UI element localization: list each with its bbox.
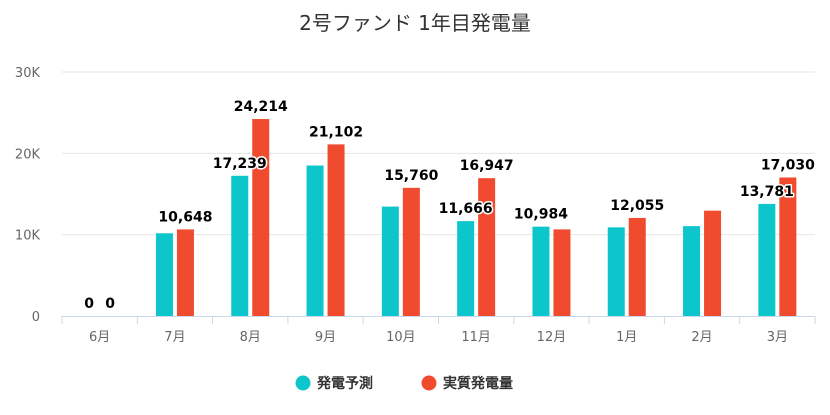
data-label: 0 [105, 296, 115, 312]
data-label: 13,781 [740, 184, 794, 200]
bar [532, 226, 550, 316]
x-tick-label: 9月 [315, 330, 336, 345]
x-tick-label: 11月 [461, 330, 491, 345]
x-tick-label: 10月 [386, 330, 416, 345]
bar [155, 233, 173, 316]
legend-marker [421, 375, 437, 391]
bar [327, 144, 345, 316]
data-labels: 0 0 10,648 17,239 24,214 21,102 15,760 11,666 16… [83, 98, 817, 314]
bar [457, 221, 475, 316]
data-label: 17,030 [761, 157, 815, 173]
data-label: 16,947 [460, 158, 514, 174]
y-tick-label: 30K [15, 66, 41, 81]
data-label: 21,102 [309, 124, 363, 140]
x-tick-label: 8月 [240, 330, 261, 345]
x-tick-label: 1月 [616, 330, 637, 345]
data-label: 12,055 [610, 198, 664, 214]
bar [381, 206, 399, 316]
legend-label: 実質発電量 [443, 375, 513, 392]
legend-marker [295, 375, 311, 391]
data-label: 11,666 [439, 201, 493, 217]
y-tick-label: 10K [15, 229, 41, 244]
data-label: 0 [84, 296, 94, 312]
bar [553, 229, 571, 316]
bar [628, 217, 646, 316]
bars [155, 119, 797, 316]
bar [704, 210, 722, 316]
legend-item[interactable]: 発電予測 [295, 375, 374, 392]
bar [306, 165, 324, 316]
y-tick-label: 0 [32, 310, 40, 325]
x-tick-label: 12月 [537, 330, 567, 345]
data-label: 15,760 [384, 168, 438, 184]
y-axis: 0 10K 20K 30K [15, 66, 41, 325]
bar [231, 175, 249, 316]
x-tick-label: 6月 [89, 330, 110, 345]
bar [758, 203, 776, 316]
y-tick-label: 20K [15, 147, 41, 162]
data-label: 24,214 [234, 99, 288, 115]
data-label: 17,239 [213, 156, 267, 172]
bar [176, 229, 194, 316]
x-tick-label: 3月 [767, 330, 788, 345]
legend[interactable]: 発電予測 実質発電量 [295, 375, 514, 392]
bar [683, 226, 701, 316]
legend-item[interactable]: 実質発電量 [421, 375, 514, 392]
x-tick-label: 2月 [691, 330, 712, 345]
chart-title: 2号ファンド 1年目発電量 [299, 11, 531, 35]
legend-label: 発電予測 [316, 375, 373, 392]
data-label: 10,648 [158, 209, 212, 225]
bar [779, 177, 797, 316]
bar [607, 227, 625, 316]
data-label: 10,984 [514, 207, 568, 223]
bar [402, 187, 420, 316]
x-tick-label: 7月 [164, 330, 185, 345]
x-axis: 6月 7月 8月 9月 10月 11月 12月 1月 2月 3月 [61, 316, 816, 345]
bar [478, 178, 496, 316]
bar [252, 119, 270, 316]
